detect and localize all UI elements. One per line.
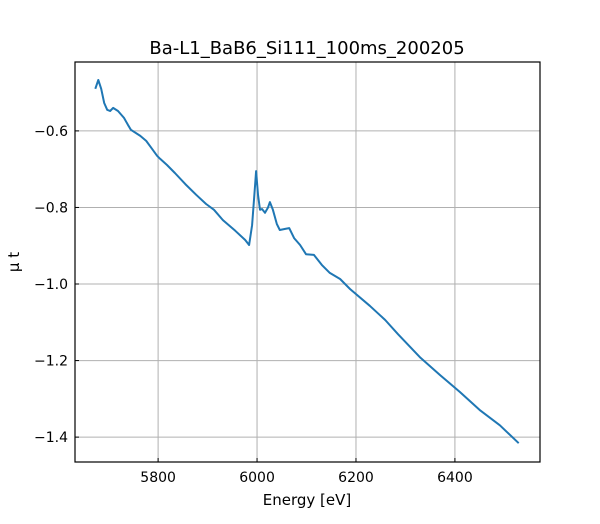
- x-tick-label: 6000: [239, 470, 275, 486]
- y-tick-label: −0.8: [34, 200, 68, 216]
- plot-frame: [74, 61, 541, 463]
- x-tick-label: 5800: [140, 470, 176, 486]
- y-tick-label: −0.6: [34, 124, 68, 140]
- x-tick-label: 6200: [338, 470, 374, 486]
- grid: [75, 62, 540, 462]
- y-tick-label: −1.2: [34, 354, 68, 370]
- x-axis-label: Energy [eV]: [263, 491, 351, 509]
- ticks: 5800 6000 6200 6400 −0.6 −0.8 −1.0 −1.2 −1.4: [34, 124, 473, 486]
- y-tick-label: −1.0: [34, 277, 68, 293]
- series-line-mu_t: [94, 79, 520, 444]
- chart-title: Ba-L1_BaB6_Si111_100ms_200205: [149, 38, 464, 59]
- y-tick-label: −1.4: [34, 430, 68, 446]
- x-tick-label: 6400: [437, 470, 473, 486]
- series-layer: [94, 79, 520, 444]
- y-axis-label: μ t: [5, 252, 23, 272]
